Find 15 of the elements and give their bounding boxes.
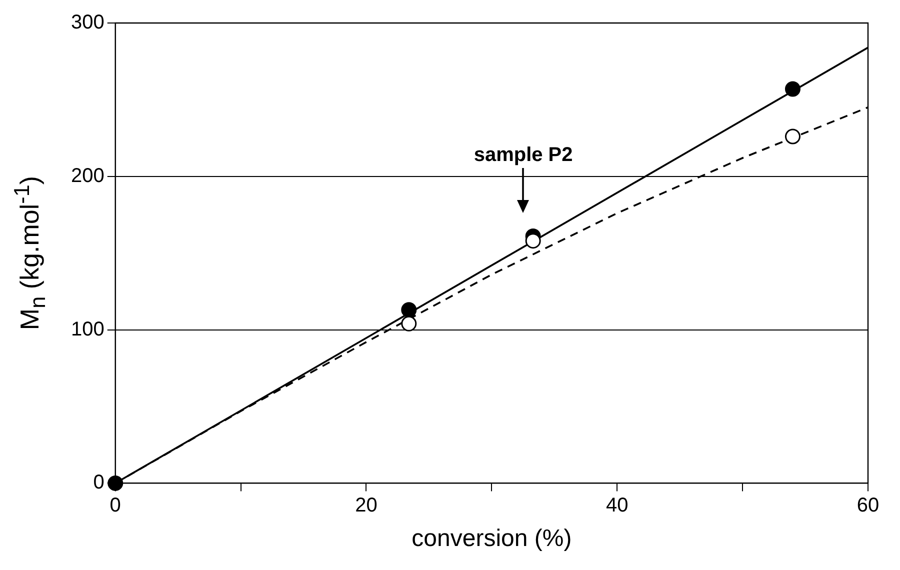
point (784, 81, 800, 97)
x-tick-label: 40 (606, 494, 628, 517)
y-tick-label: 0 (93, 472, 104, 494)
point (784, 128, 800, 144)
point (108, 475, 124, 491)
y-tick-label: 100 (70, 318, 104, 340)
x-tick-label: 0 (110, 494, 121, 517)
x-tick-label: 20 (355, 494, 378, 517)
x-tick-label: 60 (856, 494, 880, 517)
point (401, 302, 417, 318)
annotation: sample P2 (474, 144, 573, 166)
point (525, 233, 541, 249)
y-tick-label: 300 (70, 12, 104, 34)
x-axis-title: conversion (%) (412, 525, 572, 552)
y-tick-label: 200 (70, 164, 104, 187)
